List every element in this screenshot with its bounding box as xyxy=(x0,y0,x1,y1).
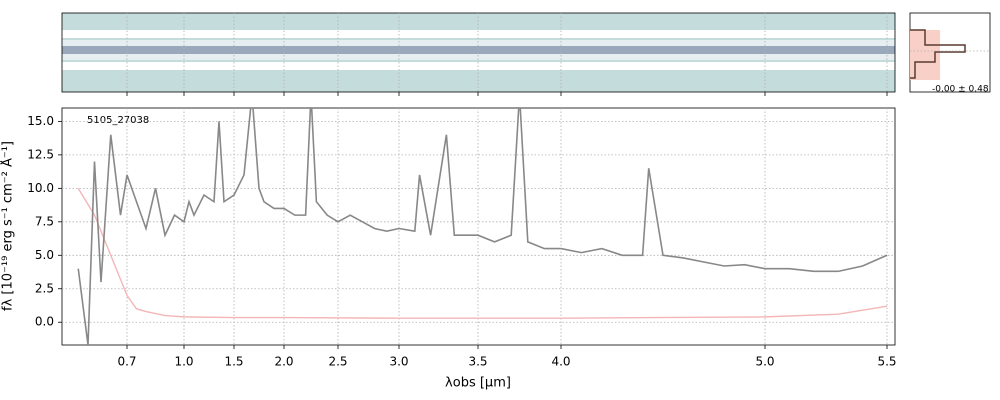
annotation: 5105_27038 xyxy=(87,115,149,126)
y-tick-label: 7.5 xyxy=(35,214,54,228)
x-tick-label: 5.5 xyxy=(877,355,896,369)
y-tick-label: 15.0 xyxy=(27,114,54,128)
x-axis-label: λobs [μm] xyxy=(445,376,511,391)
x-tick-label: 4.0 xyxy=(551,355,570,369)
plot-area xyxy=(77,108,888,345)
y-tick-label: 0.0 xyxy=(35,315,54,329)
spectrum-line xyxy=(77,187,888,319)
x-tick-label: 3.0 xyxy=(389,355,408,369)
x-tick-label: 3.5 xyxy=(468,355,487,369)
y-tick-label: 5.0 xyxy=(35,248,54,262)
x-tick-label: 2.5 xyxy=(328,355,347,369)
y-tick-label: 2.5 xyxy=(35,281,54,295)
spectrum-line xyxy=(77,108,888,345)
inset-label: -0.00 ± 0.48 xyxy=(932,85,989,95)
x-tick-label: 1.5 xyxy=(224,355,243,369)
x-tick-label: 0.7 xyxy=(117,355,136,369)
x-tick-label: 1.0 xyxy=(174,355,193,369)
x-tick-label: 5.0 xyxy=(755,355,774,369)
y-tick-label: 10.0 xyxy=(27,181,54,195)
spectrum-2d xyxy=(61,12,896,93)
y-tick-label: 12.5 xyxy=(27,147,54,161)
inset-histogram xyxy=(909,12,991,93)
y-axis-label: fλ [10⁻¹⁹ erg s⁻¹ cm⁻² Å⁻¹] xyxy=(0,141,16,311)
plot-frame xyxy=(61,107,896,346)
x-tick-label: 2.0 xyxy=(274,355,293,369)
